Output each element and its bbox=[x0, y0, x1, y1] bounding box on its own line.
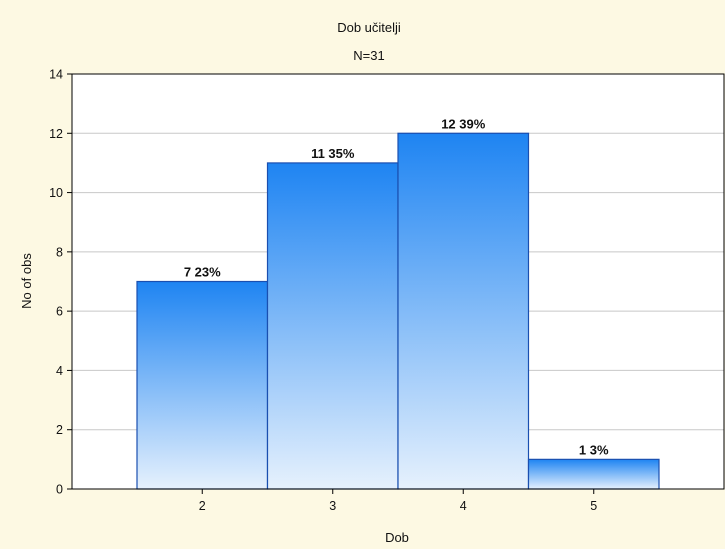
x-axis: 2 3 4 5 bbox=[199, 489, 597, 513]
y-tick-label: 0 bbox=[56, 483, 63, 497]
x-tick-label: 2 bbox=[199, 499, 206, 513]
bars bbox=[136, 132, 660, 490]
y-tick-label: 8 bbox=[56, 245, 63, 259]
chart-subtitle: N=31 bbox=[353, 48, 384, 63]
bar-data-label: 1 3% bbox=[579, 442, 609, 457]
chart-title: Dob učitelji bbox=[337, 20, 401, 35]
plot-frame bbox=[71, 73, 725, 490]
bar-data-label: 11 35% bbox=[311, 146, 355, 161]
y-tick-label: 14 bbox=[49, 68, 63, 82]
bar-3 bbox=[266, 162, 399, 490]
y-tick-label: 12 bbox=[49, 127, 63, 141]
bar-5 bbox=[527, 458, 660, 490]
bar-data-label: 12 39% bbox=[441, 116, 486, 131]
bar-4 bbox=[397, 132, 530, 490]
x-tick-label: 4 bbox=[460, 499, 467, 513]
bar-2 bbox=[136, 280, 269, 490]
bar-data-label: 7 23% bbox=[184, 265, 221, 280]
y-tick-label: 4 bbox=[56, 364, 63, 378]
x-axis-title: Dob bbox=[385, 530, 409, 545]
y-tick-label: 6 bbox=[56, 305, 63, 319]
y-axis-title: No of obs bbox=[19, 253, 34, 309]
y-tick-label: 10 bbox=[49, 186, 63, 200]
x-tick-label: 5 bbox=[590, 499, 597, 513]
x-tick-label: 3 bbox=[329, 499, 336, 513]
y-tick-label: 2 bbox=[56, 423, 63, 437]
y-axis: 0 2 4 6 8 10 12 14 bbox=[49, 68, 72, 497]
bar-data-labels: 7 23% 11 35% 12 39% 1 3% bbox=[184, 116, 609, 457]
